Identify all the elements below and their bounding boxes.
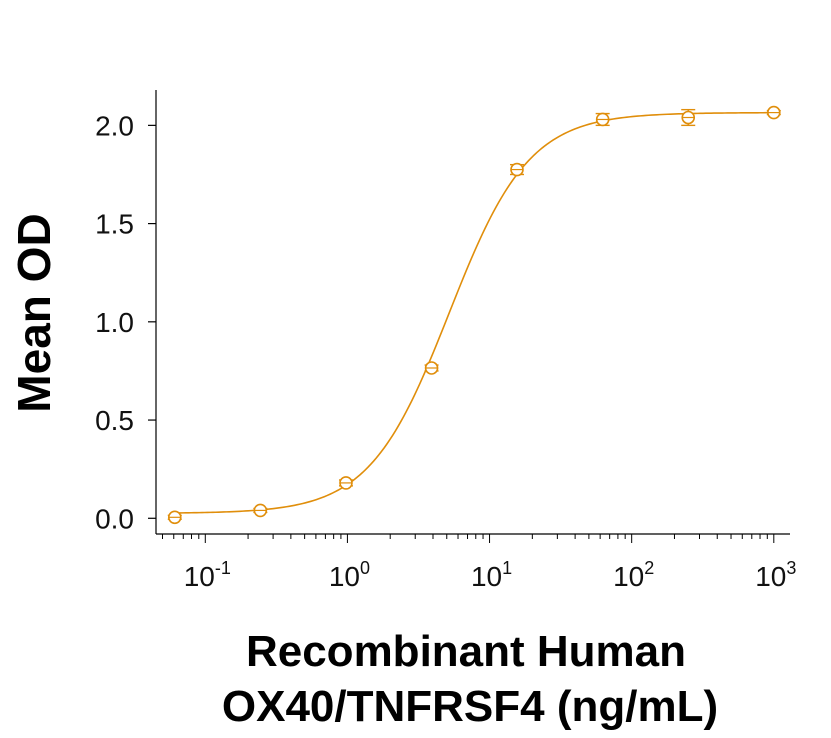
x-tick-label: 10-1 xyxy=(184,558,231,592)
data-point xyxy=(509,162,524,177)
y-tick-label: 0.5 xyxy=(95,405,134,436)
x-tick-exponent: 2 xyxy=(644,558,654,578)
x-tick-label: 100 xyxy=(329,558,370,592)
data-point xyxy=(424,361,439,375)
x-tick-label: 103 xyxy=(755,558,796,592)
data-point xyxy=(167,510,182,525)
x-tick-base: 10 xyxy=(184,561,215,592)
fit-curve-layer xyxy=(174,111,774,514)
x-tick-base: 10 xyxy=(329,561,360,592)
y-tick-label: 1.5 xyxy=(95,209,134,240)
data-points-layer xyxy=(167,105,781,525)
data-point xyxy=(338,476,353,490)
x-tick-base: 10 xyxy=(471,561,502,592)
y-tick-label: 2.0 xyxy=(95,110,134,141)
x-axis-ticks: 10-1 100 101 102 103 xyxy=(162,534,796,592)
data-point xyxy=(681,108,696,127)
x-tick-label: 101 xyxy=(471,558,512,592)
x-tick-exponent: 3 xyxy=(786,558,796,578)
x-axis-title-line-2: OX40/TNFRSF4 (ng/mL) xyxy=(222,682,718,731)
fit-curve xyxy=(174,111,774,514)
x-tick-base: 10 xyxy=(755,561,786,592)
y-axis-ticks: 0.0 0.5 1.0 1.5 2.0 xyxy=(95,110,156,534)
y-axis-title: Mean OD xyxy=(8,213,60,412)
x-tick-exponent: 1 xyxy=(502,558,512,578)
y-tick-label: 0.0 xyxy=(95,503,134,534)
axes xyxy=(155,90,790,535)
x-tick-exponent: -1 xyxy=(215,558,231,578)
y-tick-label: 1.0 xyxy=(95,307,134,338)
x-axis-title-line-1: Recombinant Human xyxy=(246,627,686,676)
x-tick-label: 102 xyxy=(613,558,654,592)
data-point xyxy=(253,503,268,518)
x-tick-base: 10 xyxy=(613,561,644,592)
data-point xyxy=(766,105,781,120)
data-point xyxy=(595,112,610,127)
x-tick-exponent: 0 xyxy=(360,558,370,578)
